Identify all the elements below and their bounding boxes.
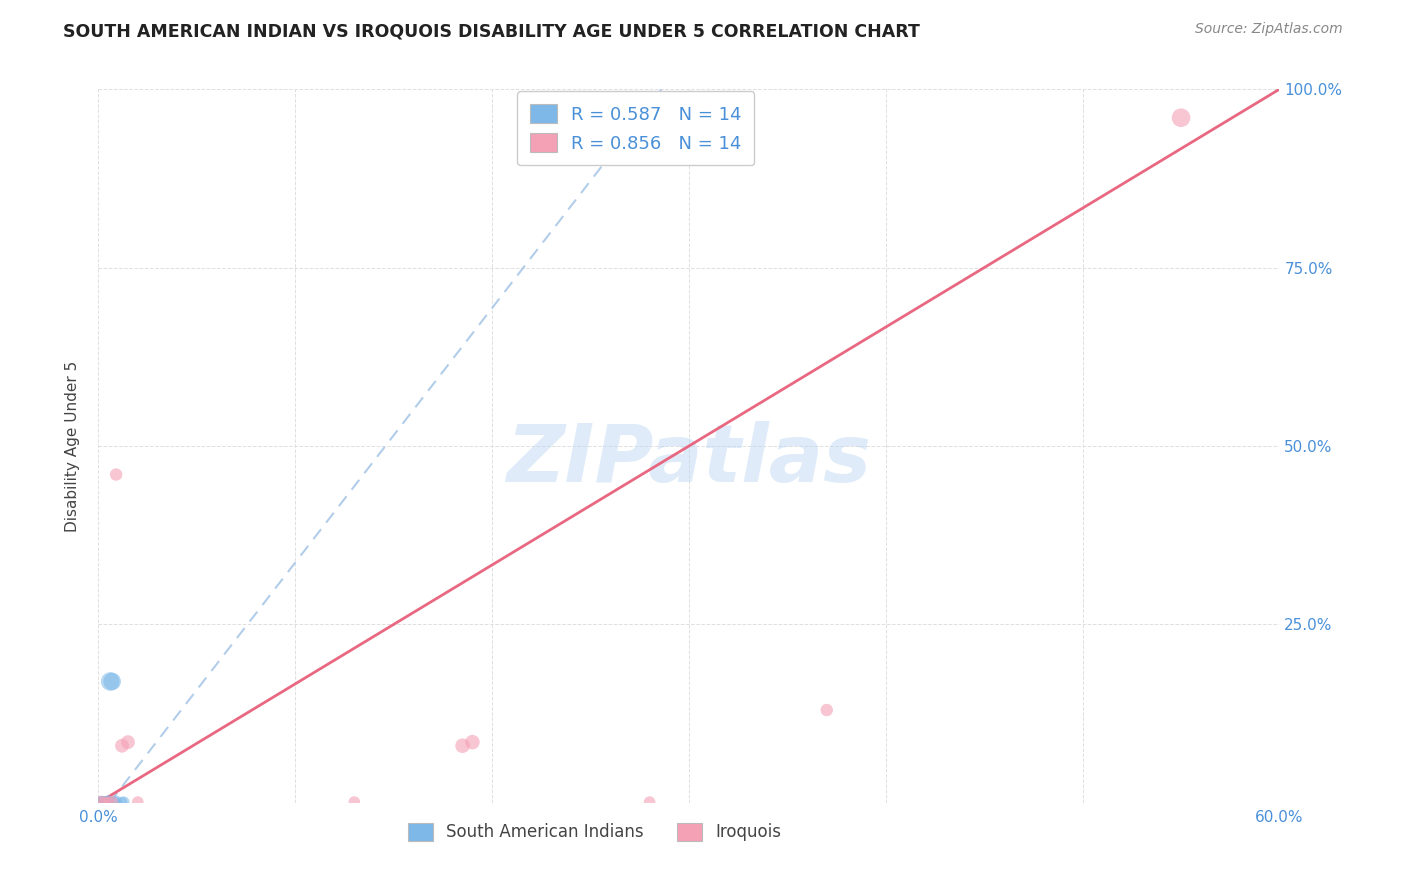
Point: [89, 795, 111, 809]
Text: Source: ZipAtlas.com: Source: ZipAtlas.com: [1195, 22, 1343, 37]
Point: [343, 795, 366, 809]
Point: [105, 467, 128, 482]
Point: [97, 795, 120, 809]
Point: [89, 795, 111, 809]
Point: [451, 739, 474, 753]
Y-axis label: Disability Age Under 5: Disability Age Under 5: [65, 360, 80, 532]
Point: [638, 795, 661, 809]
Point: [93, 794, 115, 808]
Text: ZIPatlas: ZIPatlas: [506, 421, 872, 500]
Point: [101, 795, 124, 809]
Point: [97, 795, 120, 809]
Point: [117, 735, 139, 749]
Legend: South American Indians, Iroquois: South American Indians, Iroquois: [401, 816, 787, 848]
Point: [93, 795, 115, 809]
Point: [101, 674, 124, 689]
Point: [815, 703, 838, 717]
Point: [91, 794, 114, 808]
Point: [97, 794, 120, 808]
Point: [93, 795, 115, 809]
Point: [1170, 111, 1192, 125]
Point: [111, 739, 134, 753]
Point: [127, 795, 149, 809]
Point: [111, 795, 134, 809]
Point: [98, 674, 121, 689]
Point: [105, 794, 128, 808]
Point: [96, 795, 118, 809]
Point: [103, 795, 125, 809]
Text: SOUTH AMERICAN INDIAN VS IROQUOIS DISABILITY AGE UNDER 5 CORRELATION CHART: SOUTH AMERICAN INDIAN VS IROQUOIS DISABI…: [63, 22, 920, 40]
Point: [91, 795, 114, 809]
Point: [461, 735, 484, 749]
Point: [112, 795, 135, 809]
